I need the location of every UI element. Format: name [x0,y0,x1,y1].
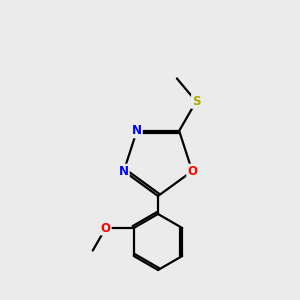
Text: O: O [101,221,111,235]
Text: S: S [192,95,200,108]
Text: O: O [187,165,197,178]
Text: N: N [132,124,142,137]
Text: N: N [119,165,129,178]
